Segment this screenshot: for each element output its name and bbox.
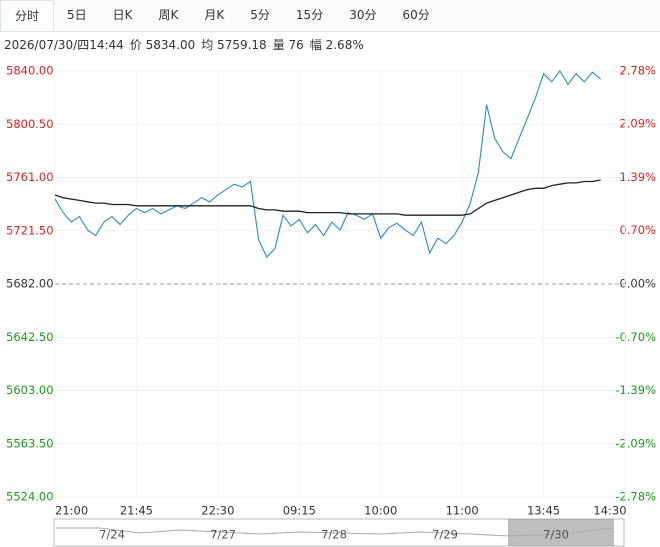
tab[interactable]: 分时 [0,0,55,31]
y2-tick-label: 0.00% [619,277,656,291]
tab[interactable]: 周K [158,8,179,22]
y-tick-label: 5721.50 [6,223,54,237]
tab[interactable]: 5分 [250,8,270,22]
x-tick-label: 21:00 [55,504,88,518]
y2-tick-label: -1.39% [615,383,656,397]
info-line: 2026/07/30/四14:44 价 5834.00 均 5759.18 量 76 幅… [4,36,370,53]
series-line [54,70,601,258]
y2-tick-label: 2.09% [619,116,656,130]
chart: 5840.00 5800.50 5761.00 5721.50 5682.00 5642.… [6,64,656,547]
tab[interactable]: 15分 [295,8,324,22]
info-item: 量 76 [272,38,304,52]
y2-tick-label: -2.78% [615,490,656,504]
y2-tick-label: -2.09% [615,437,656,451]
navigator-label: 7/29 [432,528,458,542]
navigator-label: 7/24 [99,528,125,542]
x-tick-label: 14:30 [593,504,626,518]
series-line [54,179,601,216]
navigator-window[interactable] [508,519,614,546]
y2-tick-label: -0.70% [615,330,656,344]
tab[interactable]: 月K [204,8,225,22]
y-tick-label: 5761.00 [6,170,54,184]
tab[interactable]: 5日 [67,8,87,22]
y-tick-label: 5682.00 [6,277,54,291]
tab[interactable]: 日K [112,8,133,22]
info-item: 均 5759.18 [201,38,267,52]
navigator-label: 7/30 [543,528,569,542]
y2-tick-label: 1.39% [619,170,656,184]
navigator-label: 7/28 [321,528,347,542]
tab[interactable]: 30分 [349,8,377,22]
y-tick-label: 5563.50 [6,436,54,450]
info-item: 价 5834.00 [129,38,196,52]
x-tick-label: 13:45 [527,504,560,518]
x-tick-label: 22:30 [201,504,234,518]
y-tick-label: 5524.00 [6,490,54,504]
y2-tick-label: 0.70% [619,223,656,237]
y-tick-label: 5800.50 [6,117,54,131]
x-tick-label: 09:15 [283,504,316,518]
tab-bar: 分时 5日 日K 周K 月K 5分 15分 30分 60分 [0,0,660,32]
x-tick-label: 21:45 [120,504,153,518]
info-item: 2026/07/30/四14:44 [4,38,124,52]
x-tick-label: 10:00 [364,504,397,518]
y-tick-label: 5840.00 [6,64,54,78]
y2-tick-label: 2.78% [619,64,656,78]
navigator-label: 7/27 [210,528,236,542]
tab[interactable]: 60分 [402,8,430,22]
info-item: 幅 2.68% [309,38,364,52]
x-tick-label: 11:00 [446,504,479,518]
y-tick-label: 5642.50 [6,330,54,344]
y-tick-label: 5603.00 [6,383,54,397]
navigator-line [56,527,613,537]
